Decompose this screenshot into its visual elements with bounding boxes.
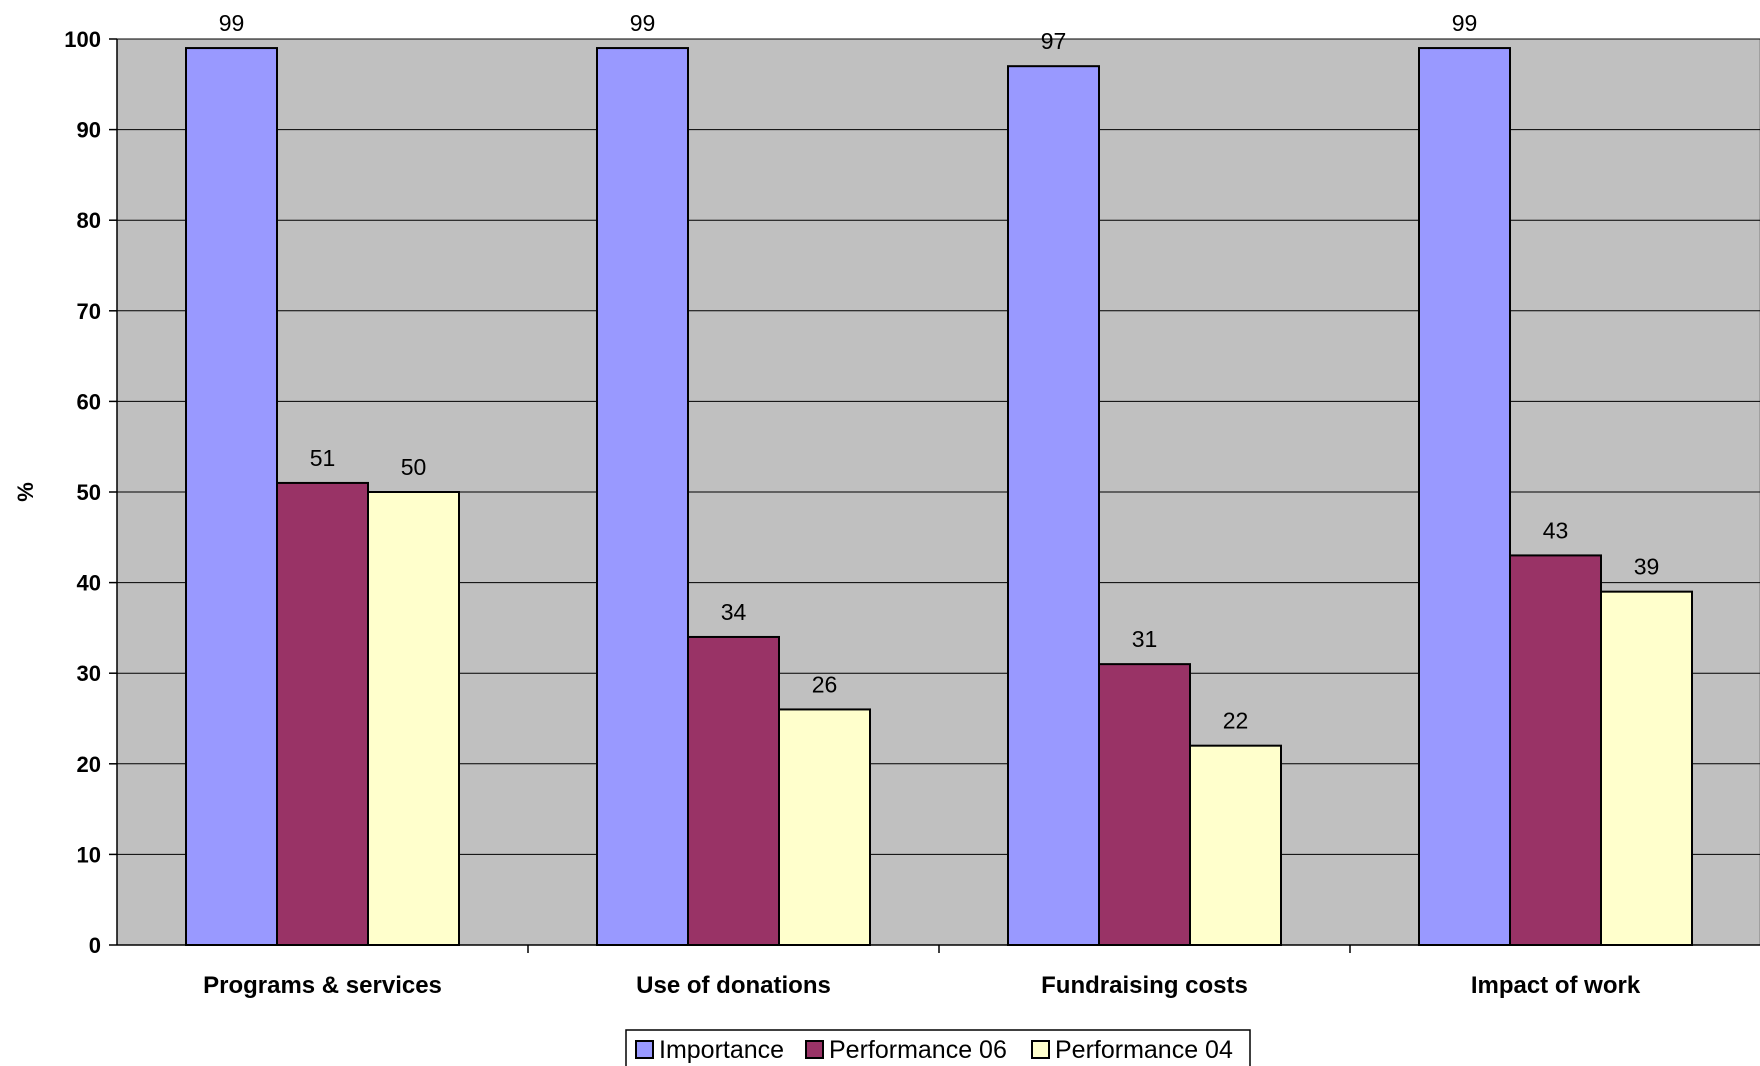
bar-performance-06 bbox=[687, 635, 780, 947]
legend-swatch-importance bbox=[635, 1040, 654, 1059]
bar-performance-06 bbox=[1509, 554, 1602, 946]
y-tick-label: 40 bbox=[77, 571, 101, 596]
bar-importance bbox=[185, 47, 278, 947]
bar-performance-06 bbox=[1098, 663, 1191, 946]
data-label: 31 bbox=[1132, 626, 1158, 652]
y-axis-title: % bbox=[13, 482, 38, 502]
data-label: 97 bbox=[1041, 28, 1067, 54]
data-label: 99 bbox=[630, 10, 656, 36]
bar-performance-04 bbox=[367, 491, 460, 946]
legend: Importance Performance 06 Performance 04 bbox=[625, 1029, 1251, 1066]
data-label: 26 bbox=[812, 671, 838, 697]
legend-swatch-performance-04 bbox=[1031, 1040, 1050, 1059]
legend-label: Importance bbox=[659, 1036, 784, 1064]
bar-importance bbox=[1418, 47, 1511, 947]
y-tick-label: 80 bbox=[77, 208, 101, 233]
data-label: 51 bbox=[310, 445, 336, 471]
bar-performance-04 bbox=[1189, 744, 1282, 946]
data-label: 99 bbox=[219, 10, 245, 36]
legend-label: Performance 06 bbox=[829, 1036, 1007, 1064]
legend-box bbox=[625, 1029, 1251, 1066]
data-labels: 99 51 50 99 34 26 97 31 22 99 43 39 bbox=[219, 10, 1660, 734]
x-category-label: Use of donations bbox=[636, 972, 831, 999]
y-tick-label: 10 bbox=[77, 842, 101, 867]
bars bbox=[185, 47, 1693, 947]
y-tick-label: 70 bbox=[77, 299, 101, 324]
bar-performance-04 bbox=[1600, 590, 1693, 946]
y-tick-label: 60 bbox=[77, 389, 101, 414]
data-label: 50 bbox=[401, 454, 427, 480]
y-tick-label: 0 bbox=[89, 933, 101, 958]
x-category-label: Impact of work bbox=[1471, 972, 1641, 999]
legend-label: Performance 04 bbox=[1055, 1036, 1233, 1064]
y-tick-label: 90 bbox=[77, 118, 101, 143]
bar-performance-04 bbox=[778, 708, 871, 946]
y-tick-label: 100 bbox=[64, 27, 101, 52]
axes: 0 10 20 30 40 50 60 70 80 90 100% Programs & servic… bbox=[13, 27, 1760, 999]
bar-importance bbox=[1007, 65, 1100, 947]
data-label: 99 bbox=[1452, 10, 1478, 36]
y-tick-label: 30 bbox=[77, 661, 101, 686]
y-tick-label: 50 bbox=[77, 480, 101, 505]
data-label: 34 bbox=[721, 599, 747, 625]
bar-importance bbox=[596, 47, 689, 947]
data-label: 22 bbox=[1223, 708, 1249, 734]
x-category-label: Fundraising costs bbox=[1041, 972, 1248, 999]
x-category-label: Programs & services bbox=[203, 972, 442, 999]
y-tick-label: 20 bbox=[77, 752, 101, 777]
data-label: 43 bbox=[1543, 517, 1569, 543]
legend-swatch-performance-06 bbox=[805, 1040, 824, 1059]
data-label: 39 bbox=[1634, 554, 1660, 580]
bar-performance-06 bbox=[276, 481, 369, 946]
